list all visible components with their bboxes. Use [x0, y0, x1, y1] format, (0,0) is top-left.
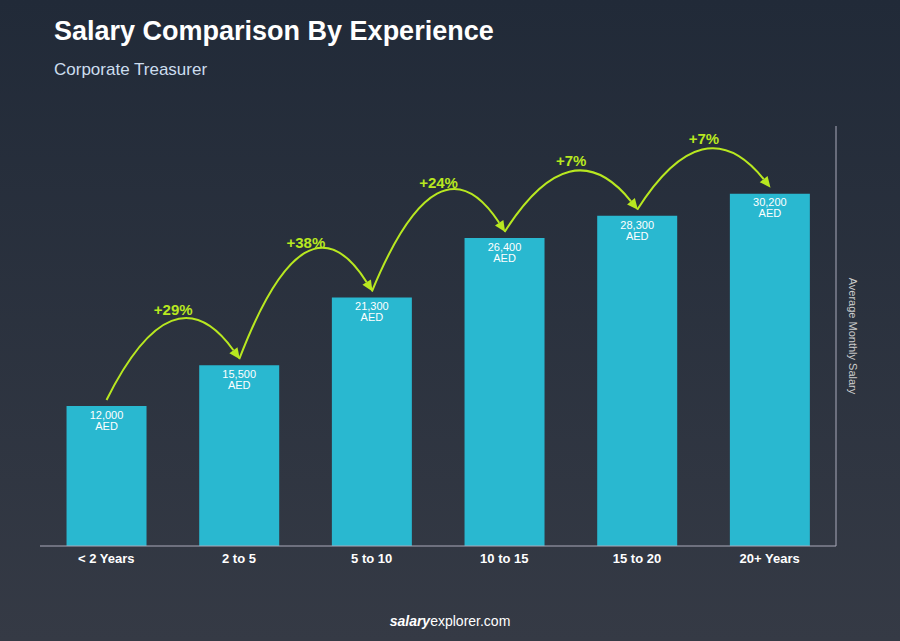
svg-text:+7%: +7% [689, 130, 719, 147]
svg-text:5 to 10: 5 to 10 [351, 551, 392, 566]
html-text:Corporate Treasurer: Corporate Treasurer [54, 60, 208, 79]
html-text:salary explorer.com: salary explorer.com [389, 613, 511, 629]
svg-text:+24%: +24% [419, 174, 458, 191]
svg-text:Average Monthly Salary: Average Monthly Salary [847, 278, 859, 395]
svg-text:+38%: +38% [286, 234, 325, 251]
svg-text:+7%: +7% [556, 152, 586, 169]
svg-text:< 2 Years: < 2 Years [78, 551, 135, 566]
svg-text:21,300AED: 21,300AED [355, 300, 389, 323]
svg-text:28,300AED: 28,300AED [620, 219, 654, 242]
svg-text:2 to 5: 2 to 5 [222, 551, 256, 566]
svg-text:15 to 20: 15 to 20 [613, 551, 661, 566]
svg-text:30,200AED: 30,200AED [753, 196, 787, 219]
svg-text:+29%: +29% [154, 301, 193, 318]
html-text:Salary Comparison By Experienc: Salary Comparison By Experience [54, 16, 494, 46]
svg-text:26,400AED: 26,400AED [488, 241, 522, 264]
svg-text:10 to 15: 10 to 15 [480, 551, 528, 566]
svg-text:15,500AED: 15,500AED [222, 368, 256, 391]
svg-text:12,000AED: 12,000AED [90, 409, 124, 432]
svg-text:20+ Years: 20+ Years [740, 551, 800, 566]
